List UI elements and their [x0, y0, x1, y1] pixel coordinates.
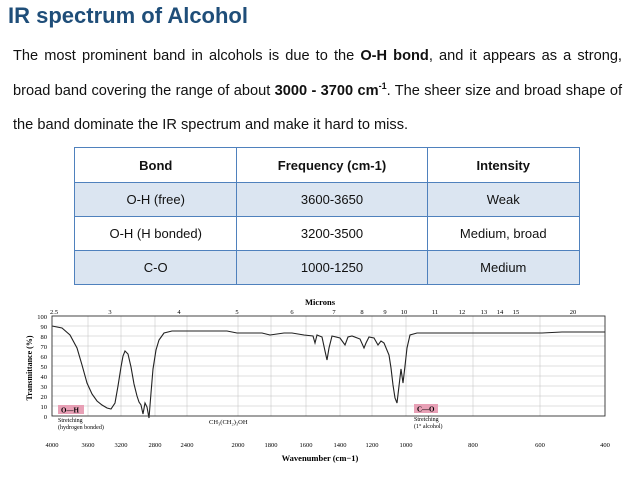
x-tick-label: 3600: [82, 442, 95, 449]
x-tick-label: 1600: [300, 442, 313, 449]
ir-spectrum-figure: Microns 2.5 3 4 5 6 7 8 9 10 11 12 13 14…: [22, 293, 618, 469]
x-tick-label: 1800: [265, 442, 278, 449]
micron-tick-labels: 2.5 3 4 5 6 7 8 9 10 11 12 13 14 15 20: [50, 309, 576, 316]
intro-range-sup: -1: [378, 80, 387, 91]
co-note-2: (1° alcohol): [414, 423, 443, 430]
header-intensity: Intensity: [426, 147, 581, 183]
x-tick-label: 2000: [232, 442, 245, 449]
intro-text-2: , and it appears as a strong, broad band…: [13, 48, 622, 99]
cell-bond: C-O: [73, 250, 238, 285]
micron-tick-label: 10: [401, 309, 408, 316]
micron-tick-label: 15: [513, 309, 520, 316]
y-tick-label: 90: [41, 324, 48, 331]
micron-tick-label: 9: [383, 309, 386, 316]
y-tick-label: 10: [41, 404, 48, 411]
co-note-1: Stretching: [414, 417, 439, 423]
intro-range-value: 3000 - 3700 cm: [274, 82, 379, 99]
oh-label: O—H: [61, 407, 79, 415]
cell-frequency: 1000-1250: [236, 250, 428, 285]
header-bond: Bond: [73, 147, 238, 183]
x-tick-label: 2400: [181, 442, 194, 449]
y-tick-label: 80: [41, 334, 48, 341]
y-tick-label: 40: [41, 374, 48, 381]
plot-frame: [51, 315, 606, 417]
y-tick-label: 20: [41, 394, 48, 401]
micron-tick-label: 14: [497, 309, 504, 316]
intro-text-3: . The sheer size and broad shape of the …: [13, 82, 622, 134]
x-axis-label: Wavenumber (cm−1): [282, 453, 359, 463]
y-tick-label: 30: [41, 384, 48, 391]
y-tick-label: 50: [41, 364, 48, 371]
page-title: IR spectrum of Alcohol: [8, 3, 248, 28]
oh-label-box: [58, 405, 84, 414]
micron-tick-label: 7: [332, 309, 336, 316]
x-tick-label: 800: [468, 442, 478, 449]
oh-note-1: Stretching: [58, 418, 83, 424]
y-tick-label: 60: [41, 354, 48, 361]
oh-annotation: O—H Stretching (hydrogen bonded): [58, 405, 104, 431]
x-tick-label: 4000: [46, 442, 59, 449]
table-row: O-H (H bonded) 3200-3500 Medium, broad: [73, 216, 581, 251]
y-axis-label: Transmittance (%): [25, 335, 34, 400]
y-tick-label: 100: [37, 314, 47, 321]
x-tick-label: 1200: [366, 442, 379, 449]
table-row: C-O 1000-1250 Medium: [73, 250, 581, 285]
x-tick-label: 400: [600, 442, 610, 449]
micron-tick-label: 5: [235, 309, 238, 316]
compound-formula: CH₃(CH₂)₃OH: [209, 419, 248, 426]
cell-intensity: Medium, broad: [426, 216, 581, 251]
x-tick-label: 1400: [334, 442, 347, 449]
cell-intensity: Weak: [426, 182, 581, 217]
micron-tick-label: 6: [290, 309, 294, 316]
x-tick-label: 1000: [400, 442, 413, 449]
y-tick-label: 0: [44, 414, 47, 421]
co-label: C—O: [417, 406, 435, 414]
micron-tick-label: 12: [459, 309, 466, 316]
wavenumber-tick-labels: 4000 3600 3200 2800 2400 2000 1800 1600 …: [46, 442, 610, 449]
spectrum-background: [22, 293, 618, 469]
micron-tick-label: 8: [360, 309, 363, 316]
table-header-row: Bond Frequency (cm-1) Intensity: [73, 147, 581, 183]
cell-bond: O-H (free): [73, 182, 238, 217]
table-row: O-H (free) 3600-3650 Weak: [73, 182, 581, 217]
cell-frequency: 3200-3500: [236, 216, 428, 251]
micron-tick-label: 13: [481, 309, 488, 316]
y-tick-label: 70: [41, 344, 48, 351]
micron-tick-label: 11: [432, 309, 438, 316]
ir-frequency-table: Bond Frequency (cm-1) Intensity O-H (fre…: [73, 147, 581, 285]
micron-tick-label: 20: [570, 309, 577, 316]
microns-label: Microns: [305, 297, 336, 307]
micron-tick-label: 3: [108, 309, 111, 316]
intro-text-1: The most prominent band in alcohols is d…: [13, 48, 361, 64]
transmittance-tick-labels: 100 90 80 70 60 50 40 30 20 10 0: [37, 314, 47, 421]
header-frequency: Frequency (cm-1): [236, 147, 428, 183]
micron-tick-label: 4: [177, 309, 181, 316]
micron-tick-label: 2.5: [50, 309, 58, 316]
intro-paragraph: The most prominent band in alcohols is d…: [13, 39, 622, 143]
intro-bond: O-H bond: [360, 48, 429, 64]
oh-note-2: (hydrogen bonded): [58, 424, 104, 431]
intro-range: 3000 - 3700 cm-1: [274, 80, 387, 99]
cell-frequency: 3600-3650: [236, 182, 428, 217]
spectrum-curve: [51, 325, 605, 419]
cell-bond: O-H (H bonded): [73, 216, 238, 251]
x-tick-label: 600: [535, 442, 545, 449]
x-tick-label: 3200: [115, 442, 128, 449]
co-label-box: [414, 404, 438, 413]
co-annotation: C—O Stretching (1° alcohol): [414, 404, 443, 430]
cell-intensity: Medium: [426, 250, 581, 285]
x-tick-label: 2800: [149, 442, 162, 449]
